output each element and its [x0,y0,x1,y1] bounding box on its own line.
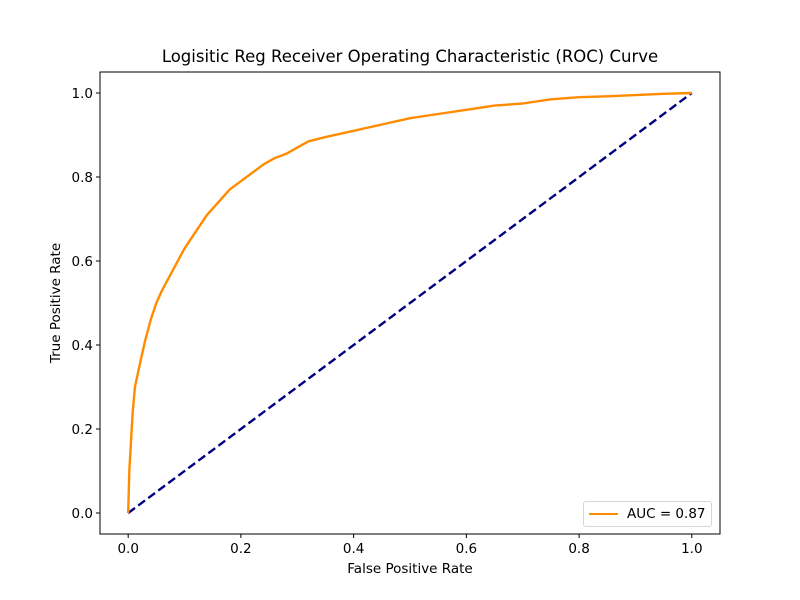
x-tick-label: 1.0 [681,541,702,557]
x-tick-label: 0.8 [568,541,589,557]
y-axis-label: True Positive Rate [48,242,64,364]
legend: AUC = 0.87 [583,501,712,527]
random-baseline-line [127,92,693,514]
y-tick-label: 1.0 [72,86,93,102]
y-tick-label: 0.4 [72,338,93,354]
legend-label-roc: AUC = 0.87 [627,506,706,522]
x-tick-label: 0.6 [456,541,477,557]
x-tick-label: 0.0 [117,541,138,557]
x-tick-label: 0.2 [230,541,251,557]
x-axis-label: False Positive Rate [347,561,473,577]
y-tick-label: 0.0 [72,506,93,522]
y-tick-label: 0.2 [72,422,93,438]
legend-swatch-roc [589,513,618,515]
roc-curve-line [126,91,692,514]
y-tick-label: 0.6 [72,254,93,270]
x-tick-label: 0.4 [343,541,364,557]
chart-title: Logisitic Reg Receiver Operating Charact… [161,47,659,66]
y-tick-label: 0.8 [72,170,93,186]
plot-frame [99,71,721,535]
